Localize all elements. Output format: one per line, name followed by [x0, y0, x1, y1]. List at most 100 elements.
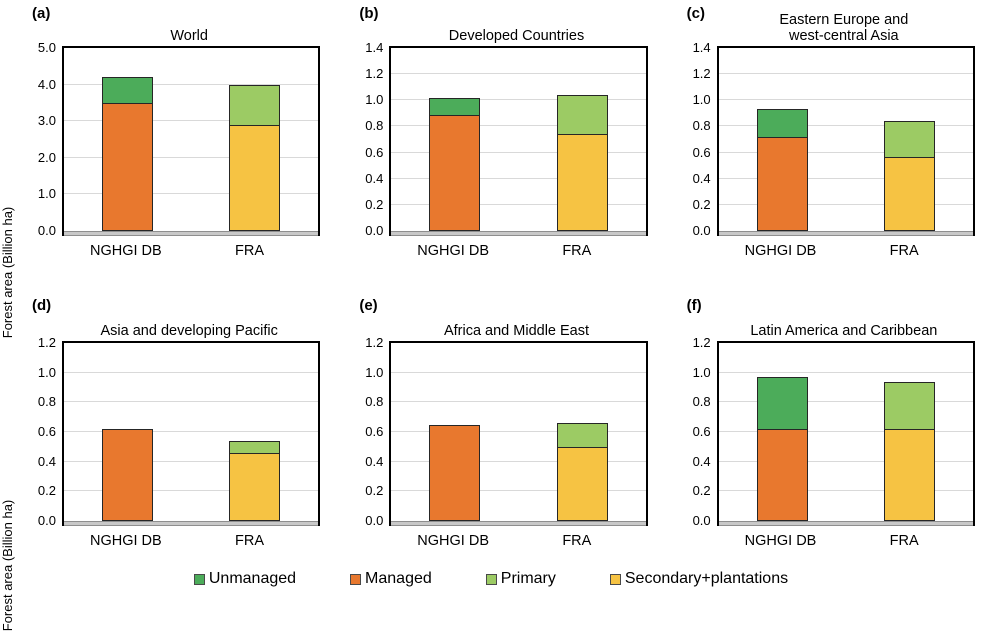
- panel-letter: (c): [686, 5, 705, 22]
- y-axis: 1.2 1.0 0.8 0.6 0.4 0.2 0.0: [20, 335, 62, 528]
- x-category-label: NGHGI DB: [417, 243, 490, 259]
- y-tick-label: 0.6: [692, 144, 711, 160]
- x-axis-line: [391, 521, 646, 526]
- x-category-label: FRA: [889, 243, 919, 259]
- legend-item-managed: Managed: [350, 570, 432, 588]
- y-tick-label: 0.4: [37, 453, 56, 469]
- gridline: [391, 177, 646, 179]
- x-category-label: NGHGI DB: [744, 243, 817, 259]
- panel-letter: (e): [359, 297, 378, 314]
- y-tick-label: 0.0: [365, 223, 384, 238]
- legend-label: Secondary+plantations: [624, 570, 789, 587]
- panel-header: (e) Africa and Middle East: [327, 294, 647, 341]
- x-axis-line: [64, 521, 319, 526]
- x-axis-labels: NGHGI DB FRA: [391, 526, 638, 554]
- x-category-label: FRA: [234, 243, 264, 259]
- chart-panel-world: (a) World Forest area (Billion ha) 5.0 4.…: [0, 2, 327, 339]
- y-tick-labels: 1.4 1.2 1.0 0.8 0.6 0.4 0.2 0.0: [347, 40, 383, 238]
- gridline: [64, 83, 319, 85]
- y-tick-label: 0.0: [37, 223, 56, 238]
- y-axis: 1.2 1.0 0.8 0.6 0.4 0.2 0.0: [675, 335, 717, 528]
- segment-secondary-plantations: [883, 156, 935, 231]
- gridline: [718, 151, 973, 153]
- gridline: [718, 73, 973, 75]
- segment-unmanaged: [756, 377, 808, 430]
- x-category-label: NGHGI DB: [417, 533, 490, 549]
- y-tick-label: 0.8: [692, 118, 711, 134]
- x-category-label: FRA: [562, 243, 592, 259]
- gridline: [64, 371, 319, 373]
- panel-body: 1.4 1.2 1.0 0.8 0.6 0.4 0.2 0.0: [327, 40, 648, 238]
- y-tick-label: 1.4: [692, 40, 711, 55]
- segment-unmanaged: [102, 77, 153, 103]
- y-tick-label: 0.8: [365, 118, 384, 134]
- plot-area: [716, 46, 975, 236]
- segment-unmanaged: [429, 97, 481, 115]
- gridline: [391, 125, 646, 127]
- plot-inner: [718, 343, 973, 521]
- segment-secondary-plantations: [229, 124, 281, 231]
- plot-inner: [64, 48, 319, 231]
- y-axis-title-column: Forest area (Billion ha): [0, 46, 20, 339]
- gridline: [64, 460, 319, 462]
- segment-managed: [429, 114, 481, 231]
- plot-inner: [718, 48, 973, 231]
- gridline: [391, 401, 646, 403]
- gridline: [391, 151, 646, 153]
- plot-inner: [391, 343, 646, 521]
- y-tick-label: 1.2: [692, 335, 711, 350]
- y-tick-label: 0.8: [692, 394, 711, 410]
- segment-secondary-plantations: [556, 134, 608, 231]
- panel-title: World: [170, 28, 208, 45]
- gridline: [718, 460, 973, 462]
- gridline: [64, 156, 319, 158]
- segment-primary: [556, 423, 608, 447]
- panel-title: Latin America and Caribbean: [750, 323, 938, 340]
- plot-area: [62, 341, 321, 526]
- x-category-label: FRA: [889, 533, 919, 549]
- y-tick-labels: 1.2 1.0 0.8 0.6 0.4 0.2 0.0: [347, 335, 383, 528]
- segment-managed: [756, 429, 808, 521]
- y-tick-labels: 5.0 4.0 3.0 2.0 1.0 0.0: [20, 40, 56, 238]
- bar-fra: [556, 48, 608, 231]
- x-axis-line: [718, 521, 973, 526]
- gridline: [64, 490, 319, 492]
- gridline: [64, 193, 319, 195]
- y-tick-label: 1.4: [365, 40, 384, 55]
- y-tick-label: 0.4: [365, 170, 384, 186]
- bar-nghgi-db: [429, 48, 481, 231]
- plot-area: [62, 46, 321, 236]
- plot-area: [389, 46, 648, 236]
- segment-secondary-plantations: [556, 446, 608, 521]
- y-tick-label: 0.4: [365, 453, 384, 469]
- plot-inner: [64, 343, 319, 521]
- bar-nghgi-db: [756, 343, 808, 521]
- y-tick-label: 0.2: [692, 196, 711, 212]
- y-tick-label: 1.0: [365, 364, 384, 380]
- gridline: [718, 125, 973, 127]
- x-axis-line: [391, 231, 646, 236]
- chart-panel-developed-countries: (b) Developed Countries 1.4 1.2 1.0 0.8 0.6 0…: [327, 2, 654, 294]
- y-tick-label: 2.0: [37, 149, 56, 165]
- panel-title: Developed Countries: [448, 28, 585, 45]
- x-axis-labels: NGHGI DB FRA: [391, 236, 638, 264]
- chart-panel-africa-middle-east: (e) Africa and Middle East 1.2 1.0 0.8 0.6 0…: [327, 294, 654, 554]
- y-tick-labels: 1.4 1.2 1.0 0.8 0.6 0.4 0.2 0.0: [675, 40, 711, 238]
- y-tick-label: 5.0: [37, 40, 56, 55]
- gridline: [391, 99, 646, 101]
- chart-panel-asia-developing-pacific: (d) Asia and developing Pacific Forest a…: [0, 294, 327, 631]
- y-tick-label: 0.4: [692, 170, 711, 186]
- y-tick-label: 4.0: [37, 76, 56, 92]
- gridline: [391, 371, 646, 373]
- y-tick-label: 0.2: [692, 483, 711, 499]
- bar-fra: [883, 48, 935, 231]
- x-axis-line: [64, 231, 319, 236]
- segment-managed: [102, 429, 153, 521]
- segment-primary: [229, 84, 281, 125]
- gridline: [391, 203, 646, 205]
- secondary-plantations-swatch-icon: [609, 573, 621, 585]
- segment-secondary-plantations: [883, 429, 935, 521]
- panel-body: 1.2 1.0 0.8 0.6 0.4 0.2 0.0: [327, 335, 648, 528]
- x-axis-labels: NGHGI DB FRA: [64, 236, 311, 264]
